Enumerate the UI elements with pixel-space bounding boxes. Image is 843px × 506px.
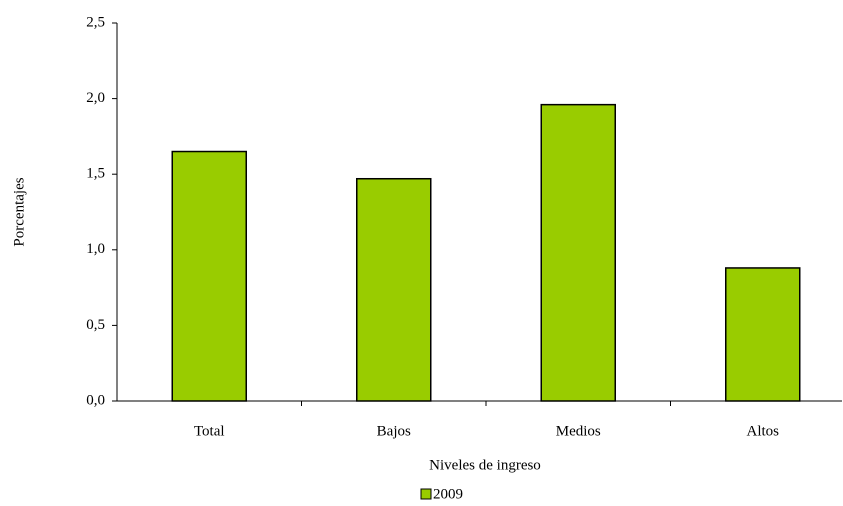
y-tick-label: 1,5: [86, 166, 105, 182]
bar: [356, 177, 432, 402]
y-axis-label: Porcentajes: [11, 177, 27, 246]
legend-swatch: [420, 488, 432, 500]
y-tick-label: 2,0: [86, 90, 105, 106]
y-tick-label: 2,5: [86, 14, 105, 30]
y-tick-label: 0,5: [86, 317, 105, 333]
legend-label: 2009: [433, 486, 463, 502]
bar: [540, 103, 616, 402]
x-tick-label: Bajos: [377, 423, 411, 439]
x-tick-label: Medios: [556, 423, 601, 439]
y-tick-label: 0,0: [86, 392, 105, 408]
x-axis-label: Niveles de ingreso: [429, 457, 541, 473]
x-tick-label: Total: [194, 423, 225, 439]
bar: [171, 150, 247, 402]
y-tick-label: 1,0: [86, 241, 105, 257]
bar: [725, 267, 801, 402]
x-tick-label: Altos: [746, 423, 779, 439]
